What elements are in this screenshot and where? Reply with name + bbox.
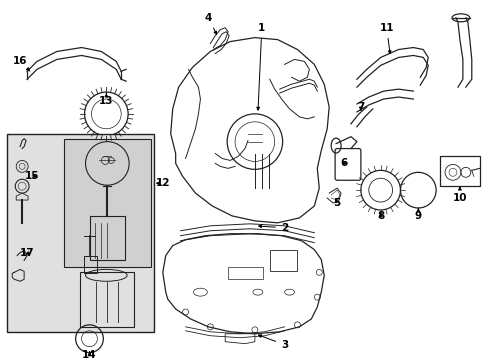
Text: 16: 16 [13,57,30,71]
Text: 6: 6 [340,158,347,168]
Bar [7,134,154,332]
Text: 9: 9 [414,208,421,221]
Text: 15: 15 [25,171,39,181]
Bar [269,249,297,271]
Text: 2: 2 [258,223,287,233]
Bar [228,267,262,279]
Bar [439,157,479,186]
Text: 5: 5 [333,198,340,208]
Text: 13: 13 [99,93,113,106]
Text: 14: 14 [82,350,97,360]
Bar [89,216,125,261]
Text: 12: 12 [155,178,170,188]
Bar [83,256,97,273]
Text: 1: 1 [256,23,265,110]
Bar [80,273,134,327]
Text: 17: 17 [20,248,34,257]
Text: 7: 7 [356,102,364,112]
Text: 11: 11 [379,23,393,54]
Bar [63,139,151,267]
Text: 3: 3 [258,335,287,350]
Text: 8: 8 [376,211,384,221]
Text: 4: 4 [204,13,216,34]
Text: 10: 10 [452,187,466,203]
